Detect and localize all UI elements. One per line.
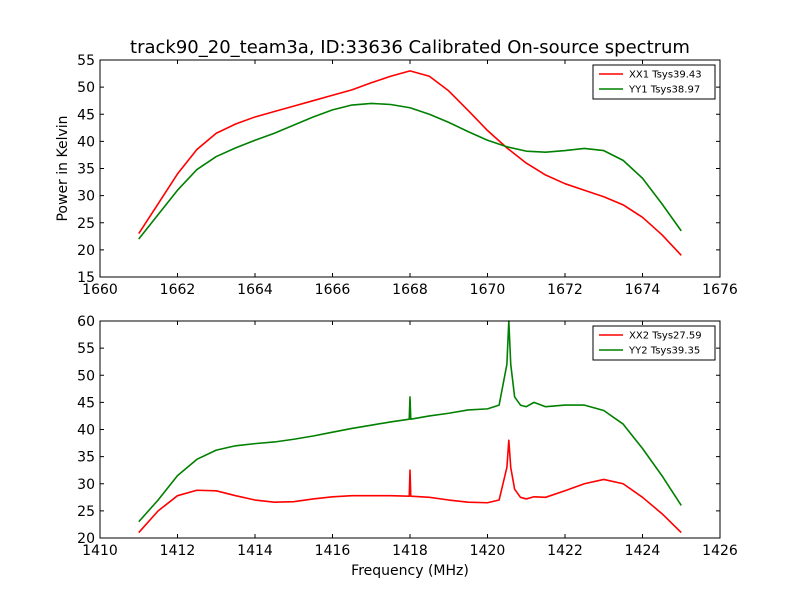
x-axis-label: Frequency (MHz) xyxy=(351,563,469,579)
y-tick-label: 15 xyxy=(77,270,95,286)
y-tick-label: 45 xyxy=(77,395,95,411)
x-tick-label: 1414 xyxy=(237,543,273,559)
legend-entry-label: XX2 Tsys27.59 xyxy=(629,331,702,342)
y-tick-label: 30 xyxy=(77,189,95,205)
y-tick-label: 25 xyxy=(77,216,95,232)
y-tick-label: 30 xyxy=(77,477,95,493)
y-tick-label: 35 xyxy=(77,162,95,178)
legend-entry-label: XX1 Tsys39.43 xyxy=(629,70,702,81)
x-tick-label: 1420 xyxy=(470,543,506,559)
y-tick-label: 55 xyxy=(77,53,95,69)
x-tick-label: 1670 xyxy=(470,282,506,298)
x-tick-label: 1426 xyxy=(702,543,738,559)
x-tick-label: 1674 xyxy=(625,282,661,298)
x-tick-label: 1424 xyxy=(625,543,661,559)
x-tick-label: 1664 xyxy=(237,282,273,298)
legend-box xyxy=(592,325,716,361)
y-tick-label: 20 xyxy=(77,243,95,259)
x-tick-label: 1410 xyxy=(82,543,118,559)
legend-entry-label: YY2 Tsys39.35 xyxy=(628,346,700,357)
top-spectrum-panel: 1660 1662 1664 1666 1668 1670 1672 1674 1676 15 20… xyxy=(55,53,738,298)
x-tick-label: 1422 xyxy=(547,543,583,559)
y-tick-label: 40 xyxy=(77,423,95,439)
y-tick-label: 25 xyxy=(77,504,95,520)
y-tick-label: 20 xyxy=(77,531,95,547)
series-line-yy2 xyxy=(138,320,682,523)
y-axis-label: Power in Kelvin xyxy=(55,115,71,221)
y-tick-label: 45 xyxy=(77,107,95,123)
y-tick-label: 35 xyxy=(77,450,95,466)
x-tick-label: 1676 xyxy=(702,282,738,298)
x-tick-label: 1662 xyxy=(160,282,196,298)
x-tick-label: 1666 xyxy=(315,282,351,298)
y-tick-label: 40 xyxy=(77,134,95,150)
y-tick-label: 60 xyxy=(77,314,95,330)
y-tick-label: 50 xyxy=(77,368,95,384)
y-tick-label: 50 xyxy=(77,80,95,96)
legend: XX2 Tsys27.59 YY2 Tsys39.35 xyxy=(592,325,716,361)
legend: XX1 Tsys39.43 YY1 Tsys38.97 xyxy=(592,64,716,100)
series-line-xx1 xyxy=(138,70,682,256)
x-tick-label: 1668 xyxy=(392,282,428,298)
x-tick-label: 1416 xyxy=(315,543,351,559)
chart-title: track90_20_team3a, ID:33636 Calibrated O… xyxy=(130,37,690,58)
x-tick-label: 1672 xyxy=(547,282,583,298)
x-tick-label: 1412 xyxy=(160,543,196,559)
x-tick-label: 1660 xyxy=(82,282,118,298)
legend-box xyxy=(592,64,716,100)
series-line-xx2 xyxy=(138,439,682,534)
bottom-spectrum-panel: 1410 1412 1414 1416 1418 1420 1422 1424 1426 20 25… xyxy=(77,314,738,579)
series-line-yy1 xyxy=(138,102,682,240)
x-tick-label: 1418 xyxy=(392,543,428,559)
legend-entry-label: YY1 Tsys38.97 xyxy=(628,85,700,96)
y-tick-label: 55 xyxy=(77,341,95,357)
